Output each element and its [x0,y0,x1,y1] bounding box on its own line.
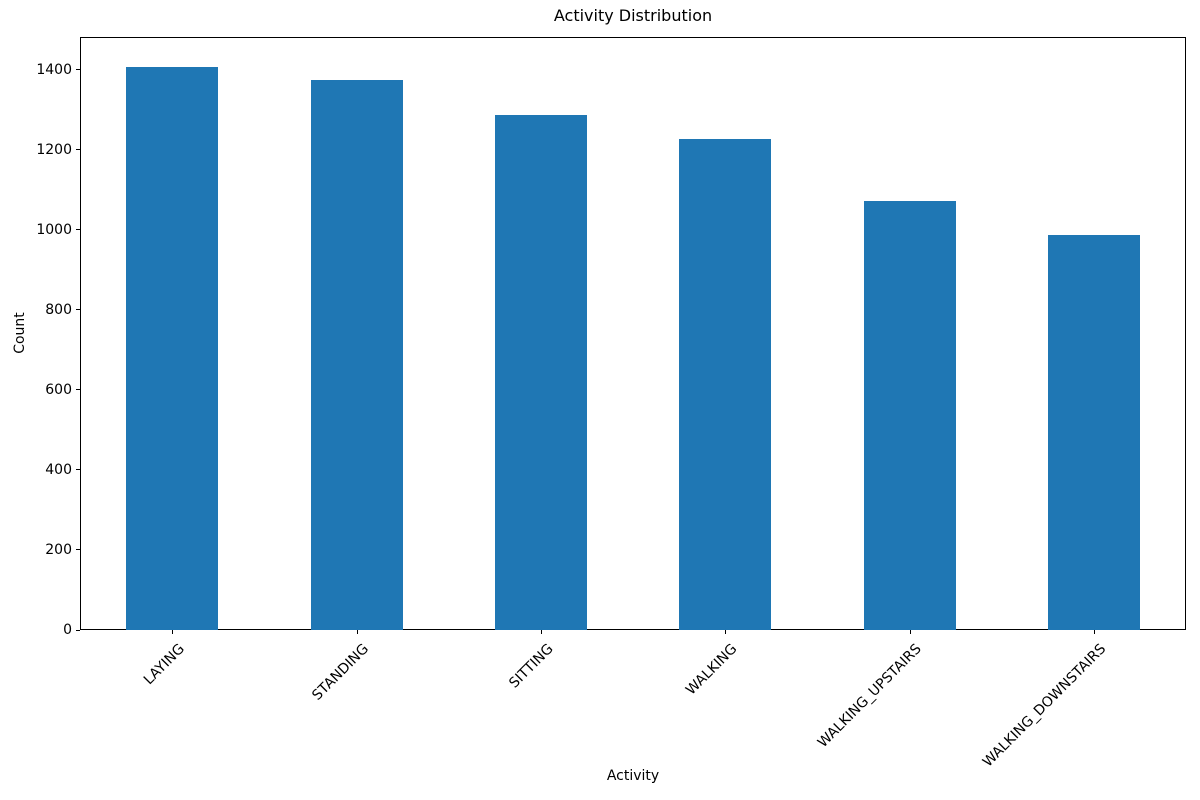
y-tick-mark [76,469,80,471]
bar-walking [679,139,772,630]
x-tick-label: WALKING_UPSTAIRS [814,641,925,751]
y-tick-mark [76,629,80,631]
x-tick-mark [356,630,358,634]
y-axis-label: Count [12,312,28,354]
y-tick-mark [76,389,80,391]
y-tick-label: 1200 [36,141,72,158]
y-tick-label: 1000 [36,221,72,238]
x-tick-label: STANDING [309,641,372,704]
bar-laying [126,67,219,630]
y-tick-mark [76,549,80,551]
y-tick-mark [76,309,80,311]
y-tick-mark [76,69,80,71]
x-tick-label: LAYING [140,641,188,689]
x-tick-mark [540,630,542,634]
chart-title: Activity Distribution [553,6,713,25]
x-tick-mark [1093,630,1095,634]
x-tick-mark [909,630,911,634]
y-tick-label: 0 [63,622,72,638]
bar-walking_downstairs [1047,235,1140,630]
bar-walking_upstairs [863,200,956,630]
x-axis-label: Activity [606,768,660,784]
x-tick-mark [172,630,174,634]
bar-standing [310,80,403,630]
y-tick-mark [76,149,80,151]
y-tick-label: 400 [45,461,72,478]
x-tick-label: WALKING_DOWNSTAIRS [979,641,1110,771]
x-tick-mark [725,630,727,634]
x-tick-label: SITTING [505,641,557,692]
x-tick-label: WALKING [683,641,741,699]
bar-sitting [494,115,587,630]
y-tick-label: 800 [45,301,72,318]
y-tick-mark [76,229,80,231]
y-tick-label: 200 [45,541,72,558]
y-tick-label: 1400 [36,61,72,78]
y-tick-label: 600 [45,381,72,398]
plot-area [80,37,1186,630]
